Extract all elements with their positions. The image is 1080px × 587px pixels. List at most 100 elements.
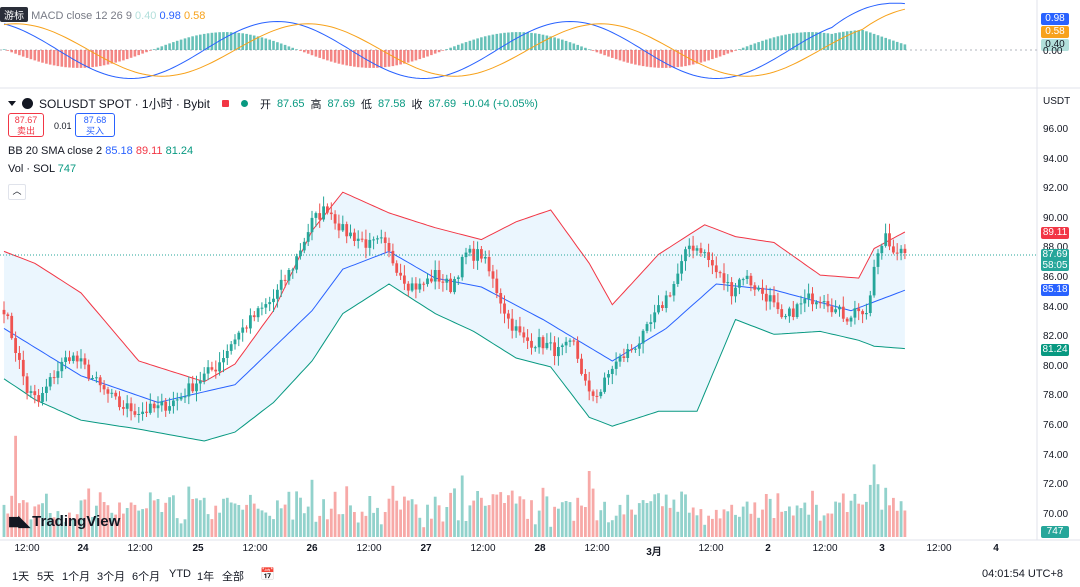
volume-bar [202, 497, 206, 537]
candle-body [491, 271, 495, 279]
macd-histogram-bar [672, 50, 676, 68]
volume-bar [360, 511, 364, 537]
volume-bar [91, 517, 94, 537]
volume-bar [337, 514, 341, 537]
price-axis-label: 94.00 [1043, 153, 1069, 165]
candle-body [695, 248, 699, 251]
volume-bar [587, 471, 591, 537]
tradingview-logo[interactable]: ◼◣ TradingView [8, 512, 120, 530]
volume-bar [533, 524, 537, 537]
candle-body [310, 217, 314, 233]
candle-body [314, 213, 318, 218]
macd-histogram-bar [122, 50, 125, 61]
candle-body [360, 238, 364, 240]
timeframe-button[interactable]: 全部 [222, 571, 244, 583]
macd-histogram-bar [822, 32, 826, 50]
timeframe-button[interactable]: YTD [169, 568, 191, 580]
volume-bar [549, 526, 553, 537]
macd-histogram-bar [349, 50, 352, 67]
chevron-down-icon[interactable] [8, 101, 16, 106]
candle-body [98, 377, 102, 386]
timeframe-button[interactable]: 3个月 [97, 571, 126, 583]
candle-body [198, 380, 202, 384]
tv-logo-icon: ◼◣ [8, 513, 30, 530]
volume-bar [610, 520, 614, 537]
volume-bar [661, 506, 664, 537]
candle-body [845, 318, 849, 322]
volume-bar [865, 501, 868, 537]
volume-bar [387, 498, 391, 537]
timeframe-button[interactable]: 5天 [37, 571, 55, 583]
macd-histogram-bar [353, 50, 356, 67]
candle-body [83, 358, 87, 365]
timeframe-button[interactable]: 1个月 [62, 571, 91, 583]
volume-bar [291, 519, 295, 537]
volume-bar [811, 490, 814, 537]
volume-bar [895, 510, 899, 537]
candle-body [499, 293, 503, 304]
macd-histogram-bar [449, 47, 452, 50]
timeframe-button[interactable]: 6个月 [132, 571, 161, 583]
macd-histogram-bar [661, 50, 664, 68]
volume-bar [815, 504, 818, 537]
macd-histogram-bar [403, 50, 406, 64]
candle-body [607, 374, 610, 378]
macd-axis-zero: 0.00 [1043, 46, 1063, 57]
macd-histogram-bar [137, 50, 140, 56]
candle-body [768, 295, 772, 302]
candle-body [711, 260, 714, 266]
timeframe-button[interactable]: 1天 [12, 571, 30, 583]
candle-body [614, 361, 618, 369]
macd-histogram-bar [815, 32, 818, 50]
clock[interactable]: 04:01:54 UTC+8 [982, 568, 1064, 580]
volume-bar [460, 475, 464, 537]
macd-histogram-bar [480, 37, 483, 50]
macd-histogram-bar [256, 36, 260, 50]
candle-body [572, 340, 576, 342]
candle-body [603, 377, 606, 392]
volume-bar [722, 509, 726, 537]
buy-button[interactable]: 87.68 买入 [75, 113, 115, 137]
volume-bar [403, 496, 406, 537]
macd-histogram-bar [765, 39, 768, 50]
volume-bar [137, 510, 141, 537]
candle-body [168, 406, 171, 411]
market-closed-icon [221, 100, 229, 107]
macd-histogram-bar [268, 39, 271, 50]
volume-bar [726, 511, 730, 537]
sell-button[interactable]: 87.67 卖出 [8, 113, 44, 137]
volume-bar [122, 513, 125, 537]
volume-bar [395, 500, 399, 537]
volume-bar [333, 491, 337, 537]
macd-histogram-bar [326, 50, 329, 61]
volume-bar [2, 504, 6, 537]
volume-bar [703, 524, 707, 537]
candle-body [368, 239, 372, 248]
time-axis-label: 12:00 [470, 543, 496, 554]
macd-histogram-bar [29, 50, 33, 60]
macd-histogram-bar [414, 50, 418, 61]
collapse-legend-button[interactable]: ︿ [8, 184, 26, 200]
volume-bar [430, 518, 433, 537]
volume-bar [283, 504, 287, 537]
price-axis-label: 74.00 [1043, 449, 1069, 461]
candle-body [225, 351, 229, 358]
bb-legend: BB 20 SMA close 2 85.18 89.11 81.24 [8, 145, 193, 157]
cursor-button[interactable]: 游标 [0, 7, 28, 22]
volume-bar [276, 500, 279, 537]
macd-histogram-bar [726, 50, 730, 54]
candle-body [853, 308, 857, 318]
macd-histogram-bar [114, 50, 117, 63]
volume-bar [557, 508, 560, 537]
candle-body [872, 266, 876, 296]
candle-body [403, 275, 406, 284]
candle-body [353, 232, 356, 241]
candle-body [722, 273, 726, 283]
currency-label[interactable]: USDT [1043, 96, 1071, 107]
timeframe-button[interactable]: 1年 [197, 571, 215, 583]
macd-histogram-bar [6, 50, 10, 51]
candle-body [122, 407, 125, 409]
volume-bar [187, 486, 191, 537]
date-range-icon[interactable]: 📅 [260, 567, 275, 581]
